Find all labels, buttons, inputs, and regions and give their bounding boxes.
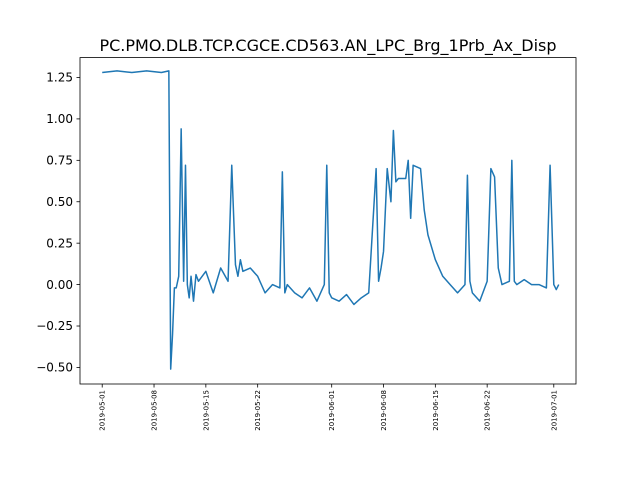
y-tick-label: 0.25 (46, 236, 73, 250)
x-tick-label: 2019-06-22 (484, 390, 492, 431)
y-tick-label: 1.25 (46, 71, 73, 85)
x-tick-label: 2019-06-08 (380, 390, 388, 431)
y-tick-label: −0.50 (36, 361, 73, 375)
plot-frame (79, 57, 577, 385)
x-tick-label: 2019-05-08 (151, 390, 159, 431)
x-tick-label: 2019-05-01 (99, 390, 107, 431)
y-tick-label: 1.00 (46, 112, 73, 126)
axis-ticks: 2019-05-01 2019-05-08 2019-05-15 2019-05-22… (36, 71, 558, 431)
x-tick-label: 2019-06-01 (328, 390, 336, 431)
x-tick-label: 2019-05-15 (202, 390, 210, 431)
x-tick-label: 2019-07-01 (550, 390, 558, 431)
y-tick-label: 0.50 (46, 195, 73, 209)
y-tick-label: 0.00 (46, 278, 73, 292)
x-tick-label: 2019-05-22 (254, 390, 262, 431)
y-tick-label: 0.75 (46, 154, 73, 168)
chart-title: PC.PMO.DLB.TCP.CGCE.CD563.AN_LPC_Brg_1Pr… (99, 36, 556, 56)
x-tick-label: 2019-06-15 (432, 390, 440, 431)
series-line (102, 70, 560, 370)
y-tick-label: −0.25 (36, 319, 73, 333)
